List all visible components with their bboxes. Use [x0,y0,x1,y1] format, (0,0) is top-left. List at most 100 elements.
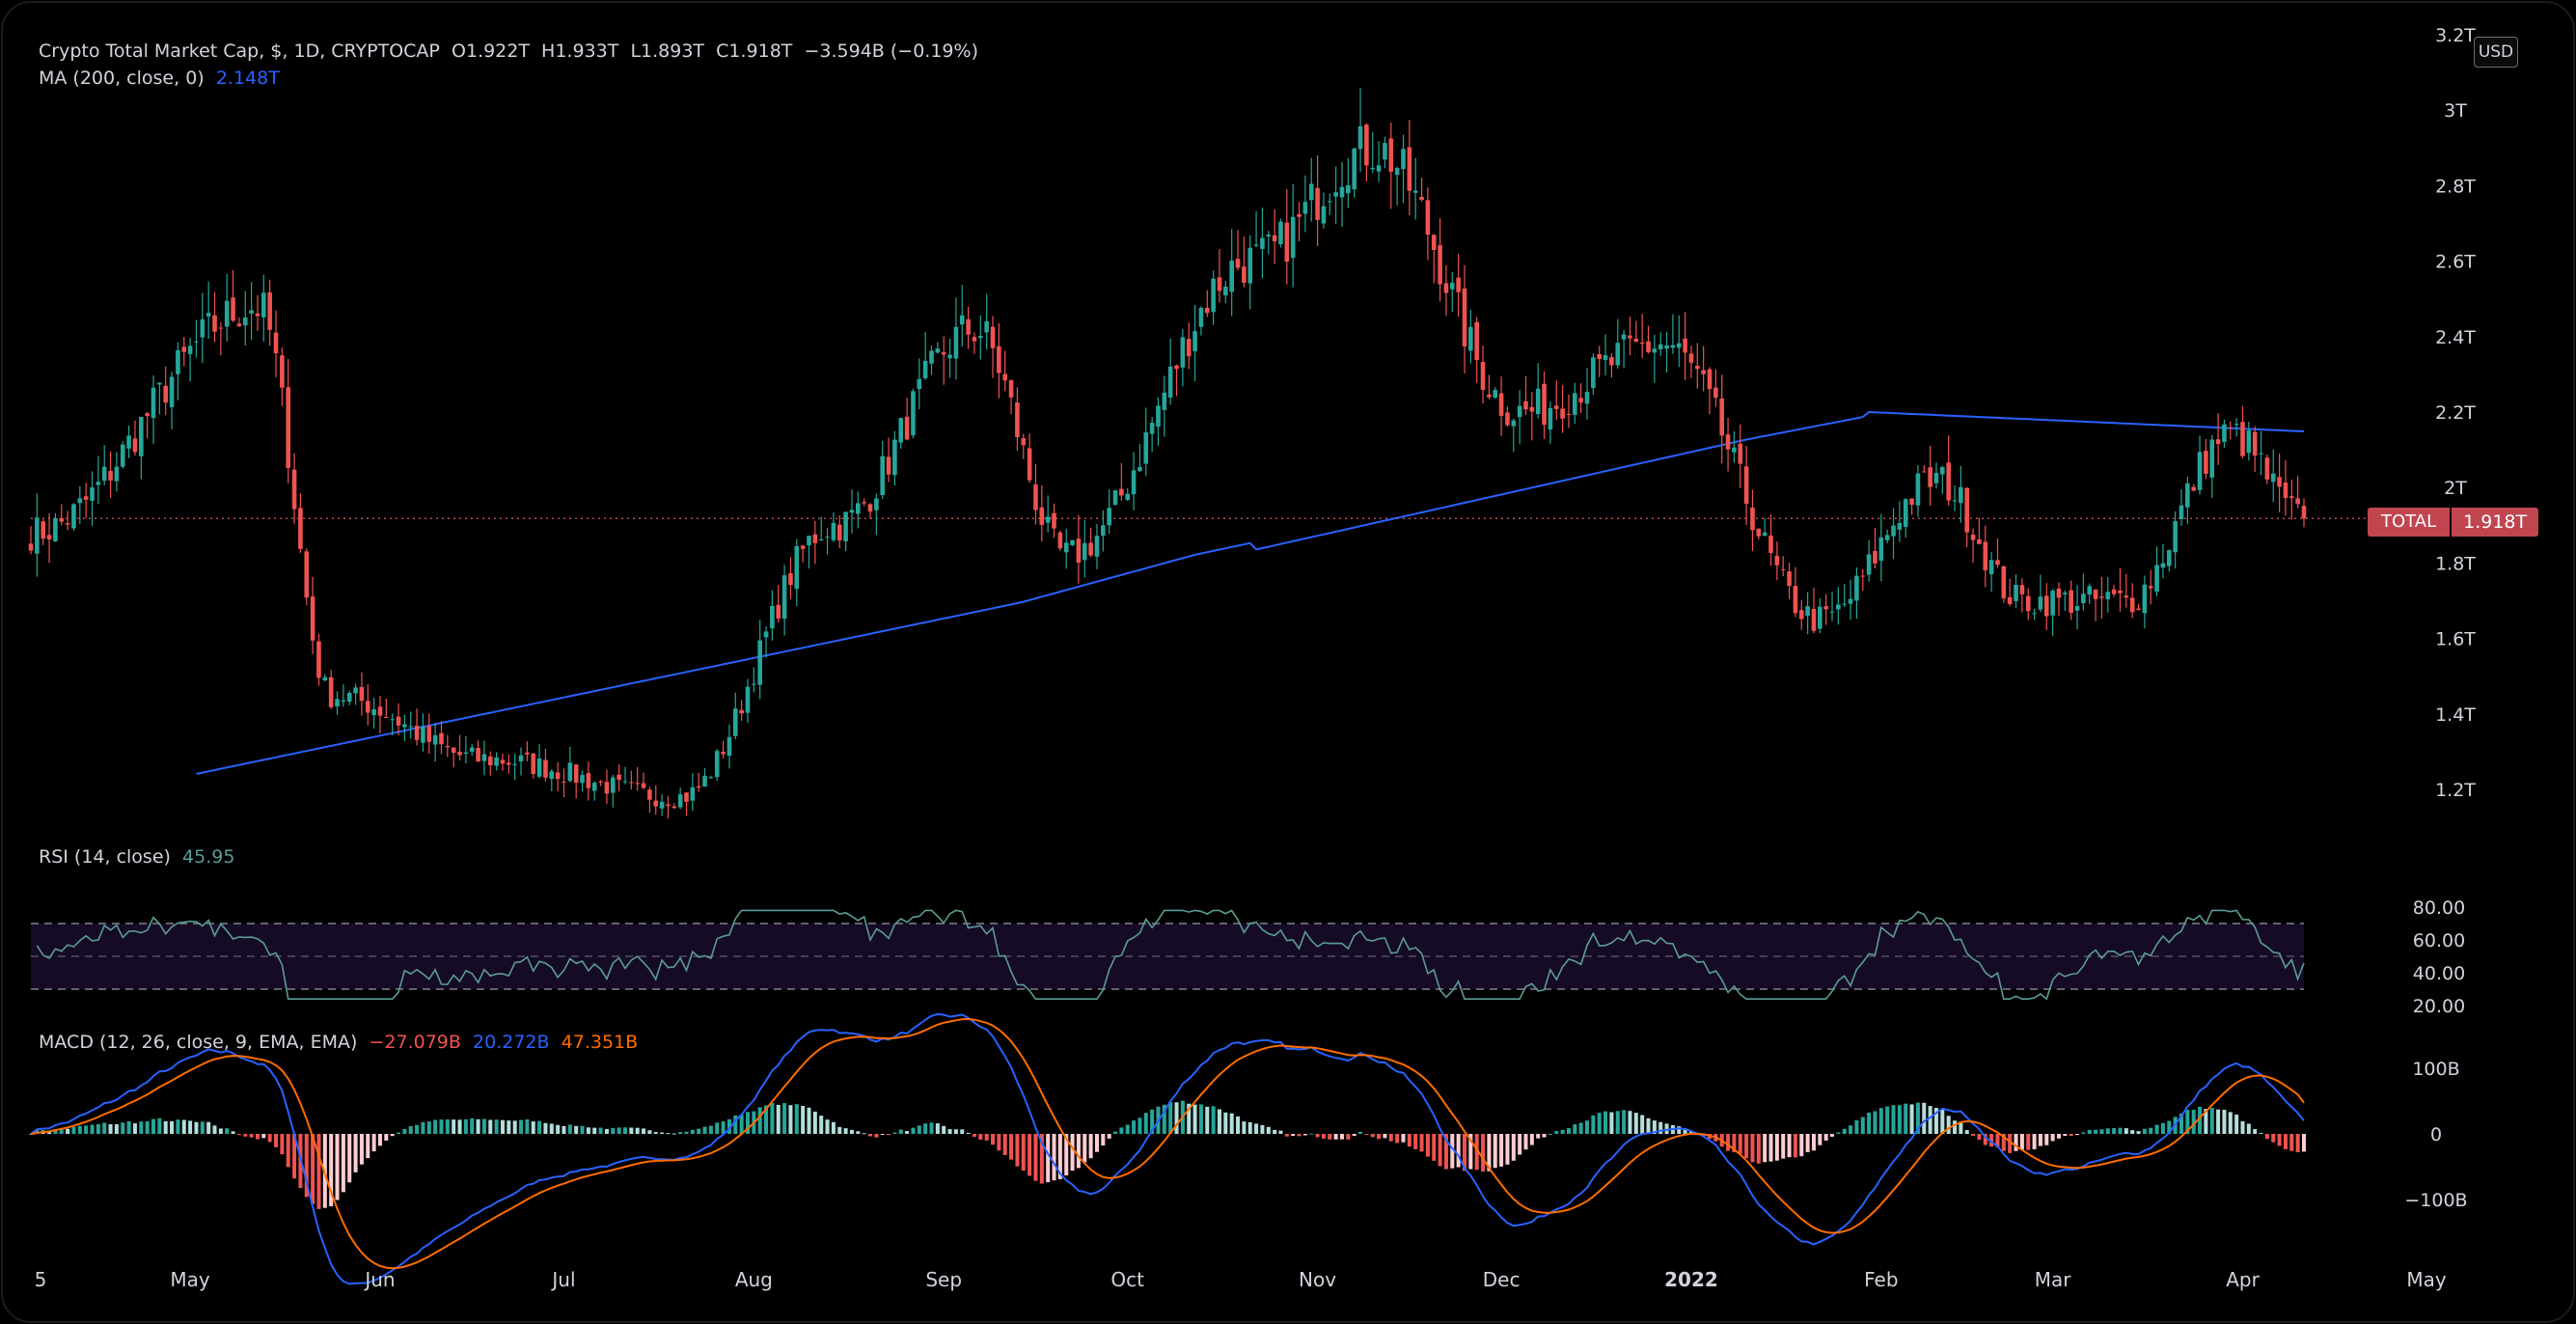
macd-histogram-bar [481,1118,486,1134]
macd-histogram-bar [1505,1134,1510,1165]
candle-body [1229,261,1234,292]
macd-histogram-bar [181,1119,186,1134]
macd-histogram-bar [280,1134,285,1155]
macd-histogram-bar [2038,1134,2042,1146]
candle-body [1854,575,1859,601]
candle-body [2240,422,2245,456]
candle-body [1848,598,1853,604]
candle-body [1983,541,1988,570]
candle-body [898,418,904,443]
macd-histogram-bar [2271,1134,2276,1143]
macd-histogram-bar [1774,1134,1779,1161]
candle-body [666,804,671,807]
candle-body [41,521,46,539]
macd-histogram-bar [77,1125,82,1134]
rsi-line [36,909,2305,1001]
price-axis: 1.2T 1.4T 1.6T 1.8T 2T 2.2T 2.4T 2.6T 2.8T 3T 3.2T… [2404,25,2476,1211]
candle-body [635,783,640,785]
macd-histogram-bar [402,1128,407,1134]
candle-body [598,781,603,783]
macd-histogram-bar [2160,1122,2165,1134]
candle-body [1780,568,1786,570]
macd-histogram-bar [1891,1105,1896,1134]
macd-histogram-bar [439,1119,444,1134]
candle-body [2025,595,2031,612]
candle-body [1805,606,1810,617]
macd-histogram-bar [267,1134,272,1143]
candle-body [2056,588,2062,598]
candle-body [2197,452,2203,490]
candle-body [1333,192,1338,197]
candle-body [2105,592,2111,599]
candle-body [856,503,861,514]
candle-body [2063,593,2068,594]
macd-histogram-bar [212,1125,217,1134]
macd-histogram-bar [960,1129,965,1134]
macd-histogram-bar [1388,1134,1393,1142]
candle-body [457,752,462,756]
macd-histogram-bar [611,1127,616,1134]
candle-body [2246,429,2252,454]
macd-histogram-bar [2179,1113,2183,1134]
macd-histogram-bar [2075,1134,2080,1136]
candle-body [1088,542,1093,556]
macd-histogram-bar [1101,1134,1106,1146]
macd-histogram-bar [622,1127,627,1134]
macd-histogram-bar [311,1134,315,1204]
macd-histogram-bar [1242,1121,1247,1134]
candle-body [1591,357,1596,388]
macd-histogram-bar [997,1134,1001,1151]
macd-histogram-bar [953,1129,958,1134]
macd-tick-label: 0 [2430,1124,2442,1145]
candle-body [1995,560,2000,565]
macd-histogram-bar [90,1124,95,1134]
candle-body [1584,392,1590,404]
macd-histogram-bar [2191,1110,2196,1134]
macd-histogram-bar [84,1125,89,1134]
legend-open: O1.922T [451,41,530,62]
macd-histogram-bar [1750,1134,1755,1163]
candle-body [1112,490,1118,505]
macd-histogram-bar [2050,1134,2055,1142]
macd-histogram-bar [770,1103,775,1134]
currency-button[interactable]: USD [2474,37,2518,68]
macd-histogram-bar [47,1130,52,1134]
candle-body [1695,366,1700,370]
macd-histogram-bar [991,1134,996,1145]
candle-body [1094,536,1100,557]
candle-body [2215,439,2221,445]
candle-body [316,641,321,678]
macd-histogram-bar [1756,1134,1761,1164]
candle-body [132,438,138,453]
macd-histogram-bar [2302,1134,2306,1152]
macd-histogram-bar [1609,1112,1614,1134]
candle-body [2191,486,2196,491]
candle-body [647,789,652,800]
candle-body [335,699,340,706]
candle-body [145,413,150,417]
macd-histogram-bar [445,1118,450,1134]
macd-histogram-bar [1113,1131,1118,1134]
macd-histogram-bar [1419,1134,1424,1152]
macd-histogram-bar [1983,1134,1987,1145]
macd-histogram-bar [807,1107,811,1134]
candle-body [1082,542,1087,561]
candle-body [708,777,714,779]
candle-body [1272,234,1277,242]
candle-body [322,676,328,681]
candle-body [507,762,511,765]
price-tick-label: 2.8T [2435,176,2476,197]
macd-histogram-bar [1615,1111,1620,1134]
candle-body [2001,565,2007,598]
macd-histogram-bar [1597,1113,1602,1134]
candle-body [1811,609,1817,631]
candle-body [414,726,420,740]
macd-histogram-bar [488,1119,493,1134]
candle-body [947,354,952,359]
macd-histogram-bar [236,1134,241,1135]
candle-body [1167,366,1173,398]
candle-body [1131,470,1137,495]
rsi-label: RSI (14, close) [39,846,171,868]
